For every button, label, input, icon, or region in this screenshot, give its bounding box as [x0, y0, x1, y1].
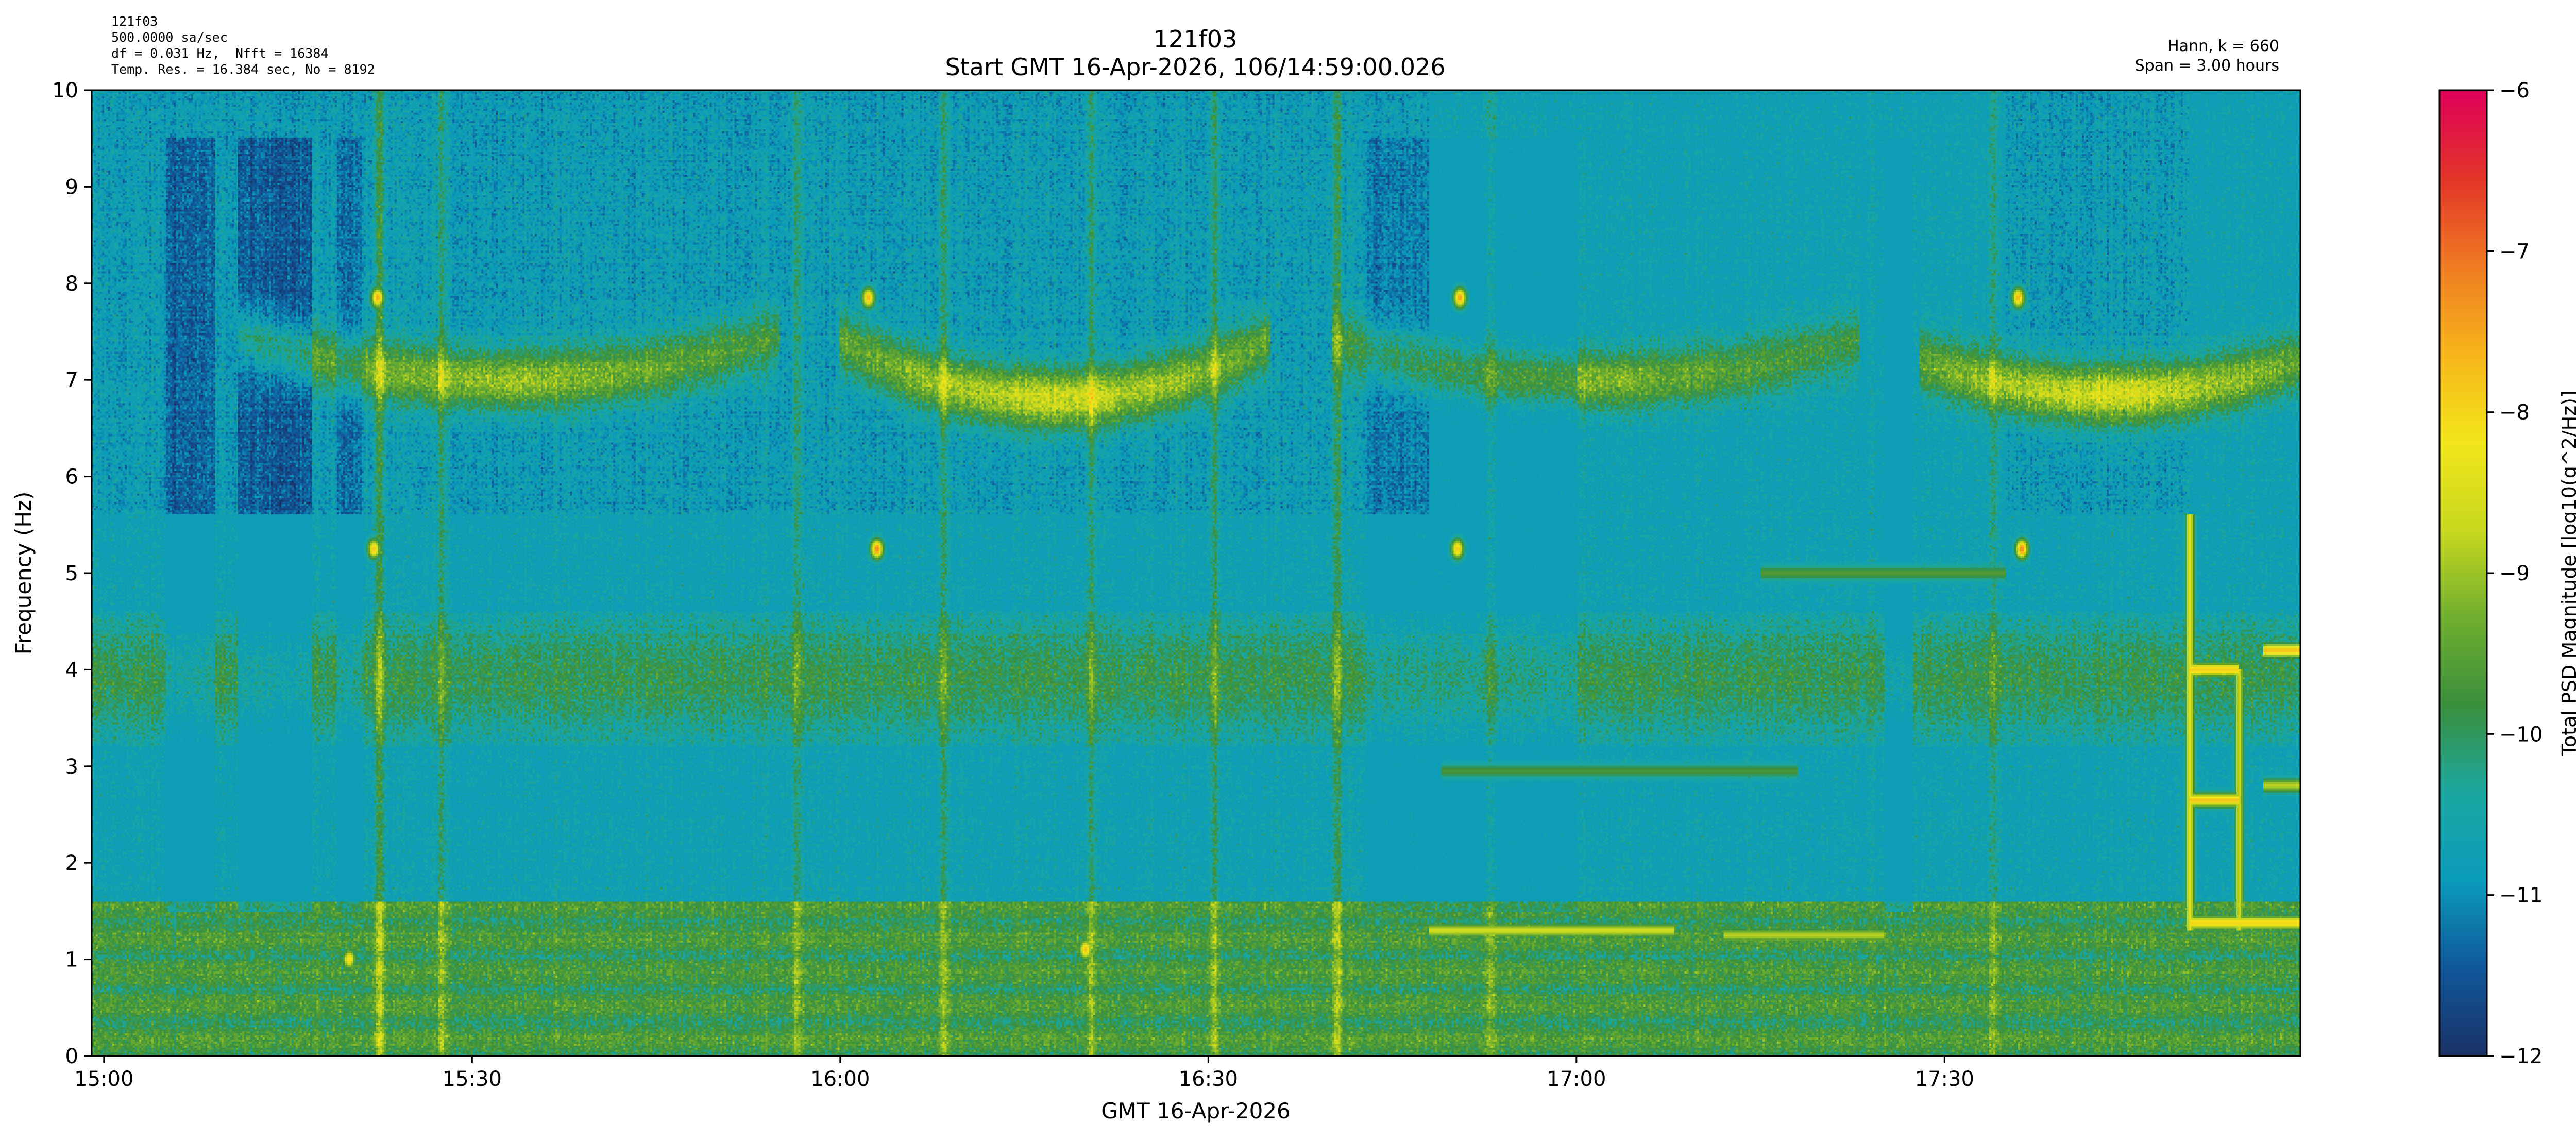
title-block: 121f03 Start GMT 16-Apr-2026, 106/14:59:… — [945, 25, 1445, 81]
colorbar-tick-label: −11 — [2499, 884, 2543, 908]
y-tick-label: 10 — [52, 79, 78, 103]
window-info-line-1: Hann, k = 660 — [2167, 37, 2279, 55]
y-tick-label: 9 — [65, 175, 78, 199]
info-line-2: 500.0000 sa/sec — [111, 30, 228, 45]
colorbar-tick-label: −12 — [2499, 1045, 2543, 1068]
window-info: Hann, k = 660 Span = 3.00 hours — [2135, 37, 2279, 75]
info-line-3: df = 0.031 Hz, Nfft = 16384 — [111, 46, 328, 61]
colorbar-label: Total PSD Magnitude [log10(g^2/Hz)] — [2558, 390, 2576, 757]
chart-subtitle: Start GMT 16-Apr-2026, 106/14:59:00.026 — [945, 53, 1445, 81]
y-tick-label: 6 — [65, 465, 78, 489]
y-tick-label: 5 — [65, 562, 78, 585]
y-tick-label: 8 — [65, 272, 78, 296]
x-axis-label: GMT 16-Apr-2026 — [1101, 1098, 1290, 1124]
spectrogram-heatmap — [92, 90, 2300, 1056]
colorbar-tick-label: −8 — [2499, 401, 2530, 425]
y-axis: 0 1 2 3 4 5 6 7 8 9 10 — [52, 79, 92, 1068]
y-axis-label: Frequency (Hz) — [11, 492, 36, 655]
colorbar-tick-label: −9 — [2499, 562, 2530, 585]
chart-title: 121f03 — [1154, 25, 1238, 53]
x-tick-label: 17:30 — [1915, 1067, 1974, 1091]
info-line-1: 121f03 — [111, 14, 158, 29]
y-tick-label: 7 — [65, 368, 78, 392]
info-block: 121f03 500.0000 sa/sec df = 0.031 Hz, Nf… — [111, 14, 375, 77]
x-tick-label: 15:00 — [74, 1067, 133, 1091]
y-tick-label: 1 — [65, 948, 78, 972]
x-axis: 15:00 15:30 16:00 16:30 17:00 17:30 — [74, 1056, 1974, 1091]
colorbar-tick-label: −7 — [2499, 240, 2530, 263]
colorbar-ticks: −12 −11 −10 −9 −8 −7 −6 — [2487, 79, 2543, 1068]
y-tick-label: 4 — [65, 658, 78, 682]
window-info-line-2: Span = 3.00 hours — [2135, 57, 2279, 75]
colorbar-tick-label: −6 — [2499, 79, 2530, 103]
info-line-4: Temp. Res. = 16.384 sec, No = 8192 — [111, 62, 375, 77]
colorbar: −12 −11 −10 −9 −8 −7 −6 Total PSD Magnitude [l… — [2438, 79, 2576, 1068]
y-tick-label: 0 — [65, 1045, 78, 1068]
x-tick-label: 16:00 — [810, 1067, 870, 1091]
plot-area — [91, 89, 2301, 1057]
x-tick-label: 17:00 — [1547, 1067, 1606, 1091]
x-tick-label: 15:30 — [443, 1067, 502, 1091]
y-tick-label: 3 — [65, 755, 78, 779]
x-tick-label: 16:30 — [1179, 1067, 1238, 1091]
y-tick-label: 2 — [65, 851, 78, 875]
colorbar-tick-label: −10 — [2499, 723, 2543, 746]
colorbar-gradient — [2438, 89, 2488, 1057]
